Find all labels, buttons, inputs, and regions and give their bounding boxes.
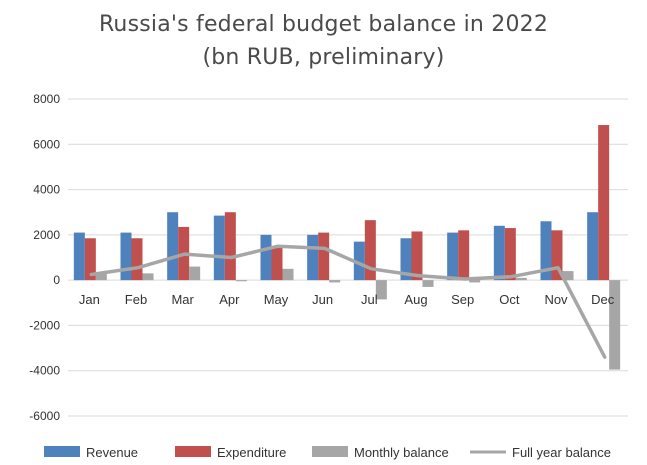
monthly-balance-bar — [422, 280, 434, 287]
expenditure-bar — [318, 232, 330, 281]
revenue-bar — [120, 232, 132, 281]
monthly-balance-bar — [562, 271, 574, 281]
x-tick-label: Oct — [499, 292, 520, 307]
monthly-balance-bar — [329, 280, 341, 283]
legend-swatch-monthly-balance — [312, 446, 348, 457]
revenue-bar — [493, 225, 505, 281]
y-axis-ticks: 8000 6000 4000 2000 0 -2000 -4000 -6000 — [29, 92, 60, 423]
y-tick-label: -4000 — [29, 364, 60, 378]
revenue-bar — [353, 241, 365, 281]
legend-swatch-revenue — [44, 446, 80, 457]
chart-title: Russia's federal budget balance in 2022 — [98, 12, 549, 37]
chart-subtitle: (bn RUB, preliminary) — [202, 45, 445, 70]
x-tick-label: Sep — [451, 292, 474, 307]
x-tick-label: Apr — [219, 292, 240, 307]
y-tick-label: -6000 — [29, 409, 60, 423]
y-tick-label: 4000 — [33, 183, 60, 197]
revenue-bar — [167, 212, 179, 281]
x-tick-label: Mar — [171, 292, 194, 307]
full-year-line — [89, 244, 607, 359]
x-tick-label: Dec — [591, 292, 615, 307]
y-tick-label: 8000 — [33, 92, 60, 106]
expenditure-bar — [411, 231, 423, 281]
legend-label-monthly-balance: Monthly balance — [354, 445, 449, 460]
legend-swatch-expenditure — [175, 446, 211, 457]
expenditure-bar — [458, 230, 470, 281]
gridlines — [68, 98, 628, 417]
monthly-balance-bar — [95, 273, 107, 281]
expenditure-bar — [504, 228, 516, 281]
revenue-bar — [73, 232, 85, 281]
monthly-balance-bar — [375, 280, 387, 300]
expenditure-bar — [364, 220, 376, 281]
y-tick-label: 0 — [53, 273, 60, 287]
legend: Revenue Expenditure Monthly balance Full ye… — [44, 445, 611, 460]
full-year-balance-line — [89, 244, 607, 359]
x-tick-label: Nov — [544, 292, 568, 307]
x-tick-label: Aug — [404, 292, 427, 307]
y-tick-label: 2000 — [33, 228, 60, 242]
expenditure-bar — [598, 125, 610, 281]
legend-label-full-year-balance: Full year balance — [512, 445, 611, 460]
x-tick-label: Jul — [361, 292, 378, 307]
monthly-balance-bar — [515, 277, 527, 281]
revenue-bar — [447, 232, 459, 281]
y-tick-label: -2000 — [29, 318, 60, 332]
revenue-bar — [400, 238, 412, 281]
expenditure-bar — [84, 238, 96, 281]
revenue-bar — [587, 212, 599, 281]
expenditure-bar — [271, 246, 283, 281]
legend-label-revenue: Revenue — [86, 445, 138, 460]
y-tick-label: 6000 — [33, 137, 60, 151]
x-tick-label: Jun — [312, 292, 333, 307]
monthly-balance-bar — [235, 280, 247, 282]
expenditure-bar — [131, 238, 143, 281]
x-tick-label: May — [264, 292, 289, 307]
revenue-bar — [213, 215, 225, 281]
x-tick-label: Feb — [125, 292, 147, 307]
monthly-balance-bar — [609, 280, 621, 370]
monthly-balance-bar — [142, 273, 154, 281]
expenditure-bar — [224, 212, 236, 281]
revenue-bar — [307, 234, 319, 281]
expenditure-bar — [551, 230, 563, 281]
monthly-balance-bar — [189, 266, 201, 281]
revenue-bar — [260, 234, 272, 281]
bars — [73, 125, 621, 370]
monthly-balance-bar — [469, 280, 481, 283]
x-tick-label: Jan — [79, 292, 100, 307]
legend-label-expenditure: Expenditure — [217, 445, 286, 460]
monthly-balance-bar — [282, 268, 294, 281]
revenue-bar — [540, 221, 552, 281]
x-axis-categories: Jan Feb Mar Apr May Jun Jul Aug Sep Oct Nov Dec — [79, 292, 615, 307]
